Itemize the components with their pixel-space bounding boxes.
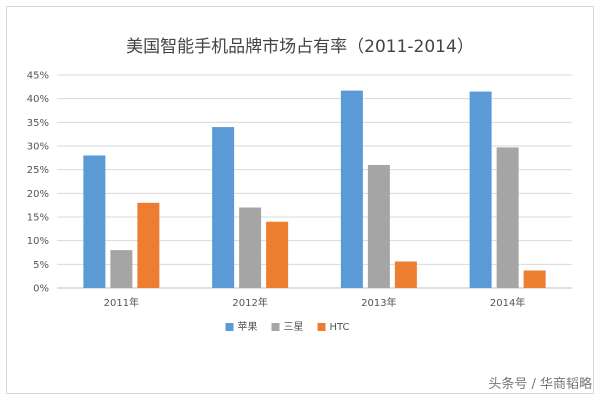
bar-2011年-苹果 bbox=[83, 155, 106, 288]
bars bbox=[83, 90, 546, 289]
bar-2012年-HTC bbox=[266, 221, 289, 288]
bar-2014年-HTC bbox=[523, 270, 546, 288]
chart-title: 美国智能手机品牌市场占有率（2011-2014） bbox=[126, 37, 474, 57]
gridlines bbox=[57, 74, 572, 289]
bar-2014年-三星 bbox=[496, 147, 519, 288]
y-tick-label: 0% bbox=[33, 284, 49, 295]
bar-2012年-苹果 bbox=[212, 127, 235, 288]
y-axis-ticks: 0% 5% 10% 15% 20% 25% 30% 35% 40% 45% bbox=[27, 71, 49, 295]
y-tick-label: 20% bbox=[27, 189, 49, 200]
y-tick-label: 15% bbox=[27, 213, 49, 224]
y-tick-label: 30% bbox=[27, 142, 49, 153]
bar-2013年-三星 bbox=[367, 164, 390, 288]
bar-2012年-三星 bbox=[239, 207, 262, 288]
y-tick-label: 25% bbox=[27, 165, 49, 176]
legend-swatch-HTC bbox=[317, 323, 326, 331]
y-tick-label: 10% bbox=[27, 236, 49, 247]
bar-2013年-HTC bbox=[394, 261, 417, 288]
x-tick-label: 2013年 bbox=[361, 296, 396, 309]
legend-swatch-三星 bbox=[271, 323, 280, 331]
bar-2011年-三星 bbox=[110, 250, 133, 288]
y-tick-label: 45% bbox=[27, 71, 49, 82]
legend-label: 苹果 bbox=[238, 320, 258, 333]
y-tick-label: 40% bbox=[27, 94, 49, 105]
legend-label: HTC bbox=[330, 322, 350, 333]
x-tick-label: 2014年 bbox=[490, 296, 525, 309]
bar-2013年-苹果 bbox=[340, 90, 363, 289]
watermark-text: 头条号 / 华商韬略 bbox=[488, 376, 592, 392]
bar-2014年-苹果 bbox=[469, 91, 492, 288]
x-tick-label: 2012年 bbox=[232, 296, 267, 309]
y-tick-label: 5% bbox=[33, 260, 49, 271]
legend-label: 三星 bbox=[284, 321, 304, 333]
legend-swatch-苹果 bbox=[225, 323, 234, 331]
x-tick-label: 2011年 bbox=[104, 296, 139, 309]
bar-2011年-HTC bbox=[137, 202, 160, 288]
x-axis-ticks: 2011年 2012年 2013年 2014年 bbox=[104, 296, 526, 309]
y-tick-label: 35% bbox=[27, 118, 49, 129]
legend: 苹果 三星 HTC bbox=[225, 320, 350, 333]
